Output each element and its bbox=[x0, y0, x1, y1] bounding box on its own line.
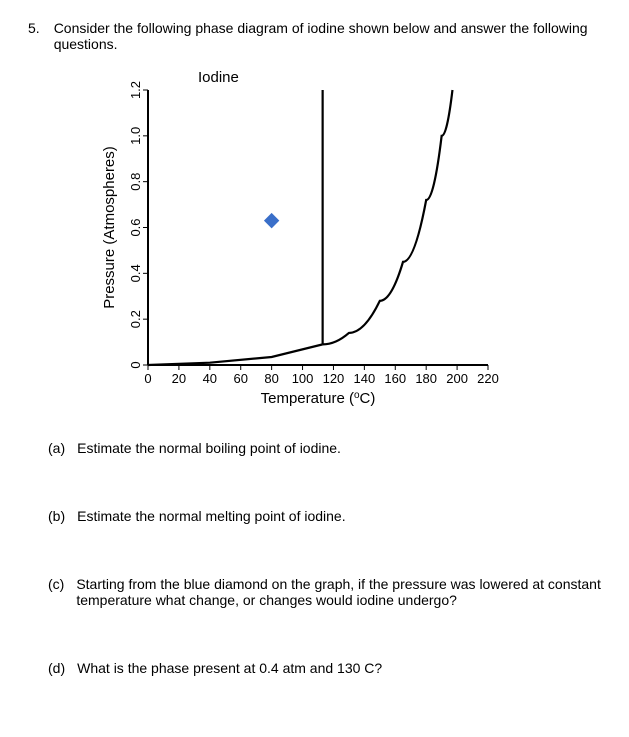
x-tick-label: 100 bbox=[292, 371, 314, 386]
sublimation-curve bbox=[148, 344, 323, 365]
question-prompt: Consider the following phase diagram of … bbox=[54, 20, 609, 52]
y-tick-label: 1.2 bbox=[128, 81, 143, 99]
x-tick-label: 140 bbox=[354, 371, 376, 386]
boiling-curve bbox=[323, 90, 453, 344]
phase-diagram-chart: Iodine 0 20 40 60 80 100 120 140 160 180 200 220 0 0.2… bbox=[88, 70, 609, 410]
x-axis-label: Temperature (oC) bbox=[261, 390, 376, 408]
sub-text-c: Starting from the blue diamond on the gr… bbox=[76, 576, 609, 608]
sub-question-d: (d) What is the phase present at 0.4 atm… bbox=[28, 660, 609, 676]
sub-question-b: (b) Estimate the normal melting point of… bbox=[28, 508, 609, 524]
x-tick-label: 120 bbox=[323, 371, 345, 386]
x-tick-label: 20 bbox=[172, 371, 186, 386]
sub-label-b: (b) bbox=[48, 508, 65, 524]
x-tick-label: 40 bbox=[203, 371, 217, 386]
sub-text-b: Estimate the normal melting point of iod… bbox=[77, 508, 345, 524]
y-tick-label: 0.6 bbox=[128, 218, 143, 236]
x-tick-label: 80 bbox=[264, 371, 278, 386]
question-header: 5. Consider the following phase diagram … bbox=[28, 20, 609, 52]
sub-label-c: (c) bbox=[48, 576, 64, 608]
x-tick-label: 220 bbox=[477, 371, 499, 386]
sub-text-d: What is the phase present at 0.4 atm and… bbox=[77, 660, 382, 676]
diamond-marker bbox=[265, 214, 279, 228]
sub-text-a: Estimate the normal boiling point of iod… bbox=[77, 440, 341, 456]
question-number: 5. bbox=[28, 20, 40, 52]
y-tick-label: 1.0 bbox=[128, 127, 143, 145]
x-tick-label: 0 bbox=[144, 371, 151, 386]
x-tick-label: 60 bbox=[233, 371, 247, 386]
y-tick-label: 0 bbox=[128, 361, 143, 368]
sub-question-a: (a) Estimate the normal boiling point of… bbox=[28, 440, 609, 456]
sub-question-c: (c) Starting from the blue diamond on th… bbox=[28, 576, 609, 608]
x-tick-label: 160 bbox=[384, 371, 406, 386]
chart-title: Iodine bbox=[198, 70, 239, 86]
y-tick-label: 0.4 bbox=[128, 264, 143, 282]
chart-svg: Iodine 0 20 40 60 80 100 120 140 160 180 200 220 0 0.2… bbox=[88, 70, 518, 410]
y-tick-label: 0.8 bbox=[128, 173, 143, 191]
y-tick-label: 0.2 bbox=[128, 310, 143, 328]
y-axis-label: Pressure (Atmospheres) bbox=[101, 146, 118, 309]
x-tick-label: 180 bbox=[415, 371, 437, 386]
x-tick-label: 200 bbox=[446, 371, 468, 386]
sub-label-a: (a) bbox=[48, 440, 65, 456]
sub-label-d: (d) bbox=[48, 660, 65, 676]
